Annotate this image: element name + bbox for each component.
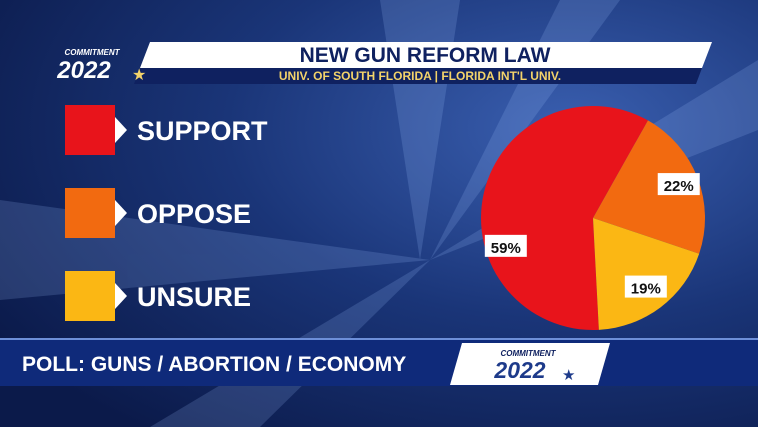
subtitle-bar bbox=[134, 68, 702, 84]
logo-stars: ★ bbox=[132, 67, 146, 84]
ticker-bar bbox=[0, 340, 758, 386]
chart-subtitle: UNIV. OF SOUTH FLORIDA | FLORIDA INT'L U… bbox=[279, 69, 561, 83]
logo-stars: ★ bbox=[562, 367, 575, 384]
pie-slice bbox=[481, 105, 648, 331]
label-box bbox=[484, 234, 527, 257]
logo-year: 2022 bbox=[56, 57, 111, 84]
pie-slice bbox=[593, 218, 700, 330]
logo-year: 2022 bbox=[493, 357, 545, 383]
chart-title: NEW GUN REFORM LAW bbox=[300, 44, 551, 67]
pie-slice bbox=[593, 120, 705, 254]
title-bar bbox=[140, 42, 712, 68]
legend-swatch bbox=[65, 105, 115, 155]
ticker-logo-panel bbox=[450, 343, 610, 385]
ticker-edge bbox=[0, 338, 758, 340]
legend-chevron bbox=[115, 200, 127, 226]
legend-swatch bbox=[65, 271, 115, 321]
pie: 59% 22% 19% bbox=[481, 105, 705, 331]
label-box bbox=[624, 275, 667, 298]
logo: COMMITMENT 2022 ★ bbox=[56, 48, 146, 84]
value-label: 19% bbox=[631, 281, 661, 298]
label-box bbox=[657, 173, 700, 196]
logo-word: COMMITMENT bbox=[64, 48, 120, 57]
legend-chevron bbox=[115, 117, 127, 143]
legend-chevron bbox=[115, 283, 127, 309]
value-label: 59% bbox=[491, 240, 521, 257]
legend-swatch bbox=[65, 188, 115, 238]
legend: SUPPORT OPPOSE UNSURE bbox=[65, 105, 268, 321]
legend-label: SUPPORT bbox=[137, 116, 268, 146]
ticker-text: POLL: GUNS / ABORTION / ECONOMY bbox=[22, 353, 406, 376]
legend-label: UNSURE bbox=[137, 282, 251, 312]
legend-label: OPPOSE bbox=[137, 199, 251, 229]
logo-word: COMMITMENT bbox=[500, 349, 556, 358]
value-label: 22% bbox=[664, 178, 694, 195]
